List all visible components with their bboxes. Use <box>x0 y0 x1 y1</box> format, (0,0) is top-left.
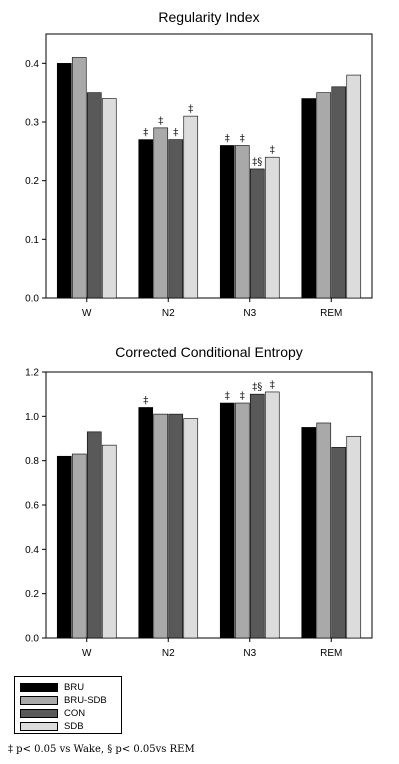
significance-marker: ‡ <box>240 391 245 402</box>
y-tick-label: 0.0 <box>25 634 39 645</box>
y-tick-label: 1.0 <box>25 412 39 423</box>
legend: BRU BRU-SDB CON SDB <box>14 676 122 734</box>
figure-canvas: Regularity Index 0.0 0.1 0.2 0.3 0.4 W N2 ‡ ‡ ‡ ‡ N3… <box>25 9 373 659</box>
bar-con-n2 <box>168 413 184 639</box>
bar-bru-rem <box>301 98 317 299</box>
y-tick-label: 0.2 <box>25 589 39 600</box>
significance-marker: ‡ <box>158 116 163 127</box>
bar-bru-sdb-w <box>71 453 87 639</box>
bar-sdb-n3 <box>264 391 280 639</box>
x-tick-label: N3 <box>243 648 256 659</box>
bar-sdb-rem <box>346 435 362 639</box>
legend-swatch-bru <box>20 682 58 692</box>
plot-frame <box>45 33 373 299</box>
legend-item-bru-sdb: BRU-SDB <box>20 694 107 706</box>
x-tick-label: N3 <box>243 308 256 319</box>
significance-marker: ‡§ <box>252 382 262 393</box>
bar-sdb-n2 <box>183 418 199 639</box>
x-tick-label: W <box>82 308 92 319</box>
legend-swatch-con <box>20 708 58 718</box>
significance-marker: ‡ <box>240 133 245 144</box>
significance-marker: ‡ <box>270 145 275 156</box>
significance-marker: ‡ <box>225 133 230 144</box>
x-tick-label: N2 <box>162 648 175 659</box>
legend-label-sdb: SDB <box>64 720 84 732</box>
bar-bru-n2 <box>138 407 154 639</box>
bar-sdb-w <box>101 444 117 639</box>
bar-con-rem <box>331 447 347 639</box>
legend-item-sdb: SDB <box>20 720 84 732</box>
bar-sdb-rem <box>346 74 362 299</box>
significance-marker: ‡ <box>173 128 178 139</box>
legend-label-con: CON <box>64 707 86 719</box>
bar-bru-sdb-rem <box>316 422 332 639</box>
y-tick-label: 0.3 <box>25 118 39 129</box>
y-tick-label: 0.0 <box>25 294 39 305</box>
bar-bru-sdb-w <box>71 57 87 299</box>
bar-sdb-n3 <box>264 156 280 299</box>
chart-panel-2: Corrected Conditional Entropy 0.0 0.2 0.4 0.… <box>25 344 373 659</box>
chart-panel-1: Regularity Index 0.0 0.1 0.2 0.3 0.4 W N2 ‡ ‡ ‡ ‡ N3… <box>25 9 373 319</box>
bar-con-w <box>86 431 102 639</box>
y-tick-label: 1.2 <box>25 368 39 379</box>
y-tick-label: 0.2 <box>25 176 39 187</box>
x-tick-label: W <box>82 648 92 659</box>
bar-con-n2 <box>168 139 184 299</box>
significance-marker: ‡ <box>143 395 148 406</box>
bar-sdb-w <box>101 98 117 299</box>
y-tick-label: 0.6 <box>25 501 39 512</box>
x-tick-label: REM <box>320 648 342 659</box>
bar-con-n3 <box>249 393 265 639</box>
y-tick-label: 0.1 <box>25 235 39 246</box>
y-tick-label: 0.8 <box>25 456 39 467</box>
legend-label-bru-sdb: BRU-SDB <box>64 694 107 706</box>
legend-item-bru: BRU <box>20 681 84 693</box>
significance-footnote: ‡ p< 0.05 vs Wake, § p< 0.05vs REM <box>8 744 195 755</box>
significance-marker: ‡ <box>188 104 193 115</box>
x-tick-label: REM <box>320 308 342 319</box>
chart-title: Corrected Conditional Entropy <box>115 344 303 360</box>
significance-marker: ‡ <box>270 380 275 391</box>
bar-bru-n3 <box>219 145 235 299</box>
bar-con-n3 <box>249 168 265 299</box>
chart-title: Regularity Index <box>158 9 259 25</box>
y-tick-label: 0.4 <box>25 59 39 70</box>
legend-swatch-bru-sdb <box>20 695 58 705</box>
bar-con-rem <box>331 86 347 299</box>
bar-bru-n3 <box>219 402 235 639</box>
bar-bru-sdb-n3 <box>234 402 250 639</box>
significance-marker: ‡§ <box>252 157 262 168</box>
bar-bru-w <box>56 63 72 299</box>
legend-swatch-sdb <box>20 721 58 731</box>
bar-con-w <box>86 92 102 299</box>
bar-bru-w <box>56 455 72 639</box>
significance-marker: ‡ <box>225 391 230 402</box>
bar-bru-n2 <box>138 139 154 299</box>
legend-label-bru: BRU <box>64 681 85 693</box>
bar-sdb-n2 <box>183 115 199 299</box>
y-tick-label: 0.4 <box>25 545 39 556</box>
legend-item-con: CON <box>20 707 85 719</box>
bar-bru-sdb-n2 <box>153 127 169 299</box>
x-tick-label: N2 <box>162 308 175 319</box>
bar-bru-sdb-rem <box>316 92 332 299</box>
bar-bru-sdb-n3 <box>234 145 250 299</box>
bar-bru-rem <box>301 427 317 639</box>
significance-marker: ‡ <box>143 128 148 139</box>
bar-bru-sdb-n2 <box>153 413 169 639</box>
